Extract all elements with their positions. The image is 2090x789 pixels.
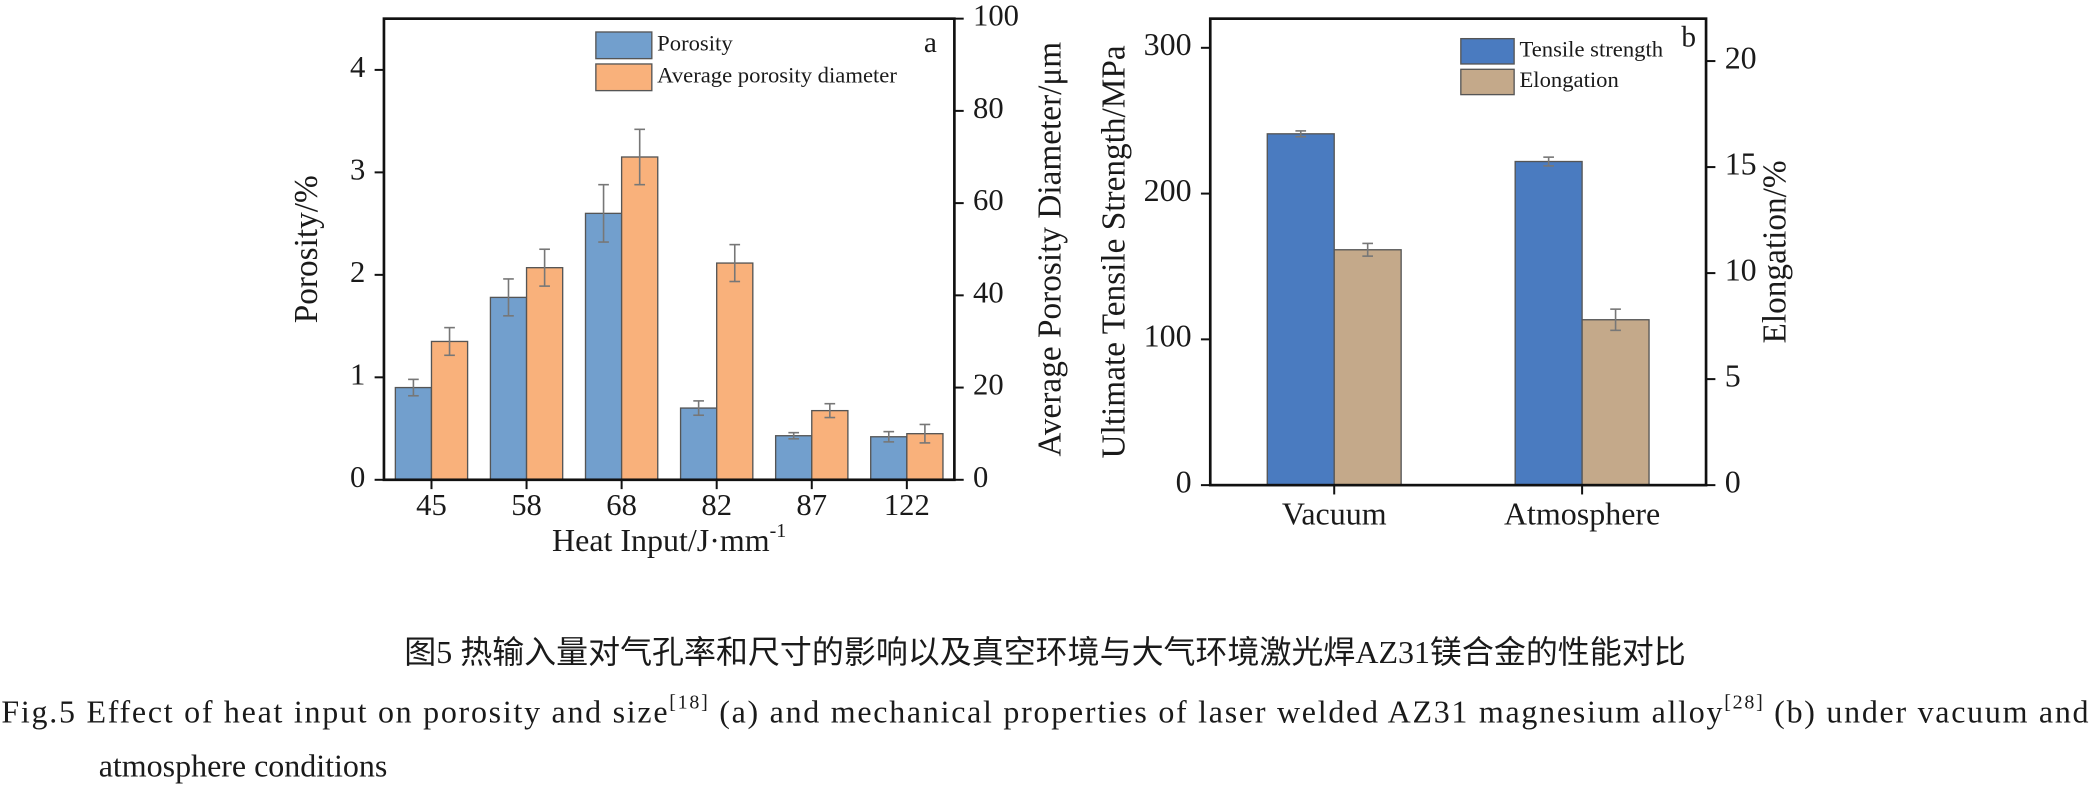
bar — [489, 296, 528, 481]
y-tick-label: 0 — [1176, 464, 1192, 499]
y2-tick-label: 0 — [1725, 464, 1741, 499]
bar — [1581, 319, 1650, 486]
bar — [1333, 249, 1402, 486]
x-tick-label: 122 — [884, 488, 930, 522]
y-tick-label: 2 — [350, 255, 365, 289]
bar — [394, 386, 433, 481]
bar — [1266, 133, 1335, 486]
caption-en: atmosphere conditions — [99, 748, 388, 783]
y-tick-label: 4 — [350, 50, 365, 84]
caption-text: Fig.5 Effect of heat input on porosity a… — [1, 695, 667, 730]
y-tick-label: 300 — [1144, 27, 1192, 62]
error-bar — [444, 326, 455, 357]
legend-swatch — [1460, 68, 1515, 96]
x-tick-label: 45 — [416, 488, 447, 522]
legend-label: Tensile strength — [1519, 37, 1663, 62]
y2-tick-label: 20 — [1725, 40, 1757, 75]
error-bar — [634, 128, 646, 186]
bar — [430, 340, 469, 481]
legend-swatch — [1460, 37, 1515, 65]
error-bar — [1295, 130, 1307, 138]
error-bar — [824, 402, 836, 419]
bar — [584, 212, 623, 481]
bar — [870, 436, 908, 481]
error-bar — [788, 431, 800, 440]
error-bar — [729, 243, 741, 283]
plot-frame — [1208, 17, 1708, 487]
bar — [716, 262, 754, 481]
x-tick-label: 82 — [701, 488, 732, 522]
bar — [620, 156, 659, 481]
y-tick-label: 1 — [350, 357, 365, 391]
x-tick-label: Vacuum — [1282, 496, 1387, 531]
y2-tick-label: 20 — [973, 368, 1004, 402]
y-tick-label: 100 — [1144, 319, 1192, 354]
bar — [811, 409, 849, 481]
plot-frame — [382, 17, 956, 482]
x-tick-label: 68 — [606, 488, 637, 522]
error-bar — [1610, 308, 1621, 332]
error-bar — [693, 400, 704, 417]
y-tick-label: 0 — [350, 460, 365, 494]
caption-zh: 图5 热输入量对气孔率和尺寸的影响以及真空环境与大气环境激光焊AZ31镁合金的性… — [404, 635, 1685, 670]
error-bar — [883, 430, 895, 443]
legend-label: Average porosity diameter — [657, 63, 897, 88]
x-axis-title: Heat Input/J·mm-1 — [552, 519, 786, 558]
y2-tick-label: 100 — [973, 0, 1019, 33]
y2-axis-title: Elongation/% — [1757, 160, 1794, 343]
y2-tick-label: 10 — [1725, 252, 1757, 287]
y2-tick-label: 0 — [973, 460, 988, 494]
panel-label: a — [924, 27, 937, 59]
bar — [1514, 160, 1583, 486]
bar — [679, 407, 718, 481]
citation: [18] — [669, 691, 707, 713]
error-bar — [1362, 242, 1374, 257]
y2-tick-label: 5 — [1725, 358, 1741, 393]
bar — [774, 435, 813, 481]
panel-label: b — [1681, 22, 1696, 54]
legend-swatch — [595, 31, 653, 60]
y-axis-title: Porosity/% — [288, 175, 325, 323]
bar — [525, 267, 564, 481]
y2-axis-title: Average Porosity Diameter/μm — [1032, 42, 1069, 457]
error-bar — [539, 248, 550, 287]
caption-en: Fig.5 Effect of heat input on porosity a… — [1, 691, 2088, 730]
error-bar — [503, 278, 514, 317]
citation: [28] — [1724, 691, 1762, 713]
y-axis-title: Ultimate Tensile Strength/MPa — [1096, 45, 1133, 458]
x-tick-label: 58 — [511, 488, 542, 522]
caption-text: (a) and mechanical properties of laser w… — [710, 695, 1723, 730]
y2-tick-label: 60 — [973, 183, 1004, 217]
error-bar — [598, 183, 609, 243]
error-bar — [1543, 156, 1554, 167]
y2-tick-label: 80 — [973, 91, 1004, 125]
y2-tick-label: 15 — [1725, 146, 1757, 181]
legend-label: Porosity — [657, 31, 733, 56]
x-axis-title-text: Heat Input/J·mm — [552, 523, 770, 558]
x-axis-title-sup: -1 — [770, 519, 787, 541]
x-tick-label: Atmosphere — [1504, 496, 1660, 531]
error-bar — [919, 423, 931, 444]
caption-text: (b) under vacuum and — [1764, 695, 2088, 730]
x-tick-label: 87 — [796, 488, 827, 522]
legend-swatch — [595, 63, 653, 92]
y2-tick-label: 40 — [973, 275, 1004, 309]
legend-label: Elongation — [1519, 67, 1618, 92]
error-bar — [408, 378, 419, 397]
y-tick-label: 200 — [1144, 173, 1192, 208]
y-tick-label: 3 — [350, 152, 365, 186]
